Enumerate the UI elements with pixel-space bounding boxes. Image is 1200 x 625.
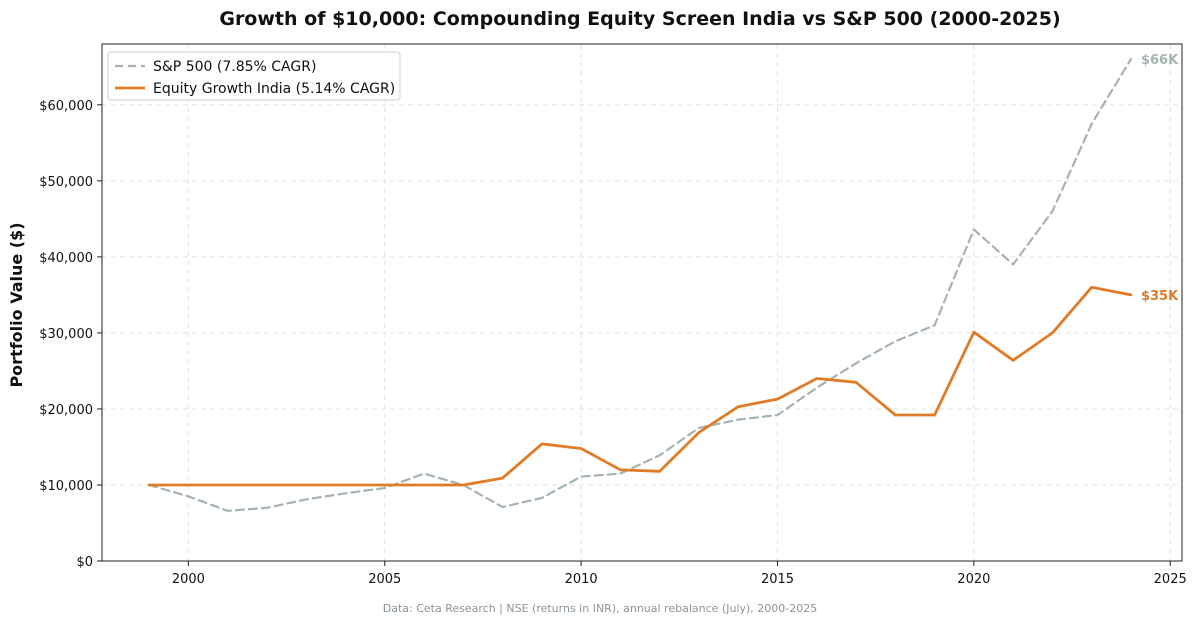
y-tick-label: $60,000: [39, 99, 93, 114]
x-tick-label: 2015: [761, 572, 794, 587]
x-tick-label: 2020: [957, 572, 990, 587]
axis-ticks: 2000 2005 2010 2015 2020 2025 $0 $10,000 $20,000…: [39, 99, 1187, 587]
plot-frame: [101, 43, 1183, 562]
legend-entry-label: S&P 500 (7.85% CAGR): [153, 59, 316, 75]
x-tick-label: 2000: [172, 572, 205, 587]
grid-lines: [102, 44, 1182, 562]
end-value-label: $35K: [1141, 289, 1179, 304]
end-labels: $66K $35K: [1141, 53, 1179, 304]
series-line-equity-growth-india: [147, 285, 1133, 487]
legend-box: [107, 51, 401, 101]
y-axis-label: Portfolio Value ($): [7, 222, 26, 387]
x-tick-label: 2025: [1154, 572, 1187, 587]
source-note: Data: Ceta Research | NSE (returns in IN…: [383, 602, 817, 615]
x-tick-label: 2005: [368, 572, 401, 587]
y-tick-label: $0: [76, 555, 93, 570]
y-tick-label: $40,000: [39, 251, 93, 266]
x-tick-label: 2010: [565, 572, 598, 587]
legend[interactable]: S&P 500 (7.85% CAGR) Equity Growth India …: [107, 51, 401, 101]
series-lines: [147, 58, 1133, 512]
y-tick-label: $20,000: [39, 403, 93, 418]
legend-entry-label: Equity Growth India (5.14% CAGR): [153, 81, 395, 97]
chart-title: Growth of $10,000: Compounding Equity Sc…: [219, 8, 1060, 30]
y-tick-label: $10,000: [39, 479, 93, 494]
end-value-label: $66K: [1141, 53, 1179, 68]
y-tick-label: $50,000: [39, 175, 93, 190]
y-tick-label: $30,000: [39, 327, 93, 342]
series-line-sp500: [148, 58, 1133, 512]
